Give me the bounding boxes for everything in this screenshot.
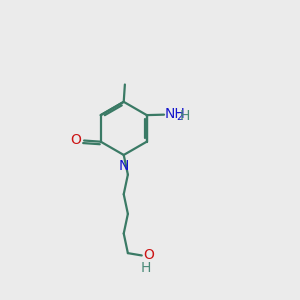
- Text: O: O: [144, 248, 154, 262]
- Text: NH: NH: [165, 107, 186, 121]
- Text: H: H: [180, 109, 190, 123]
- Text: 2: 2: [176, 112, 183, 122]
- Text: N: N: [119, 159, 129, 173]
- Text: H: H: [140, 260, 151, 274]
- Text: O: O: [70, 133, 81, 147]
